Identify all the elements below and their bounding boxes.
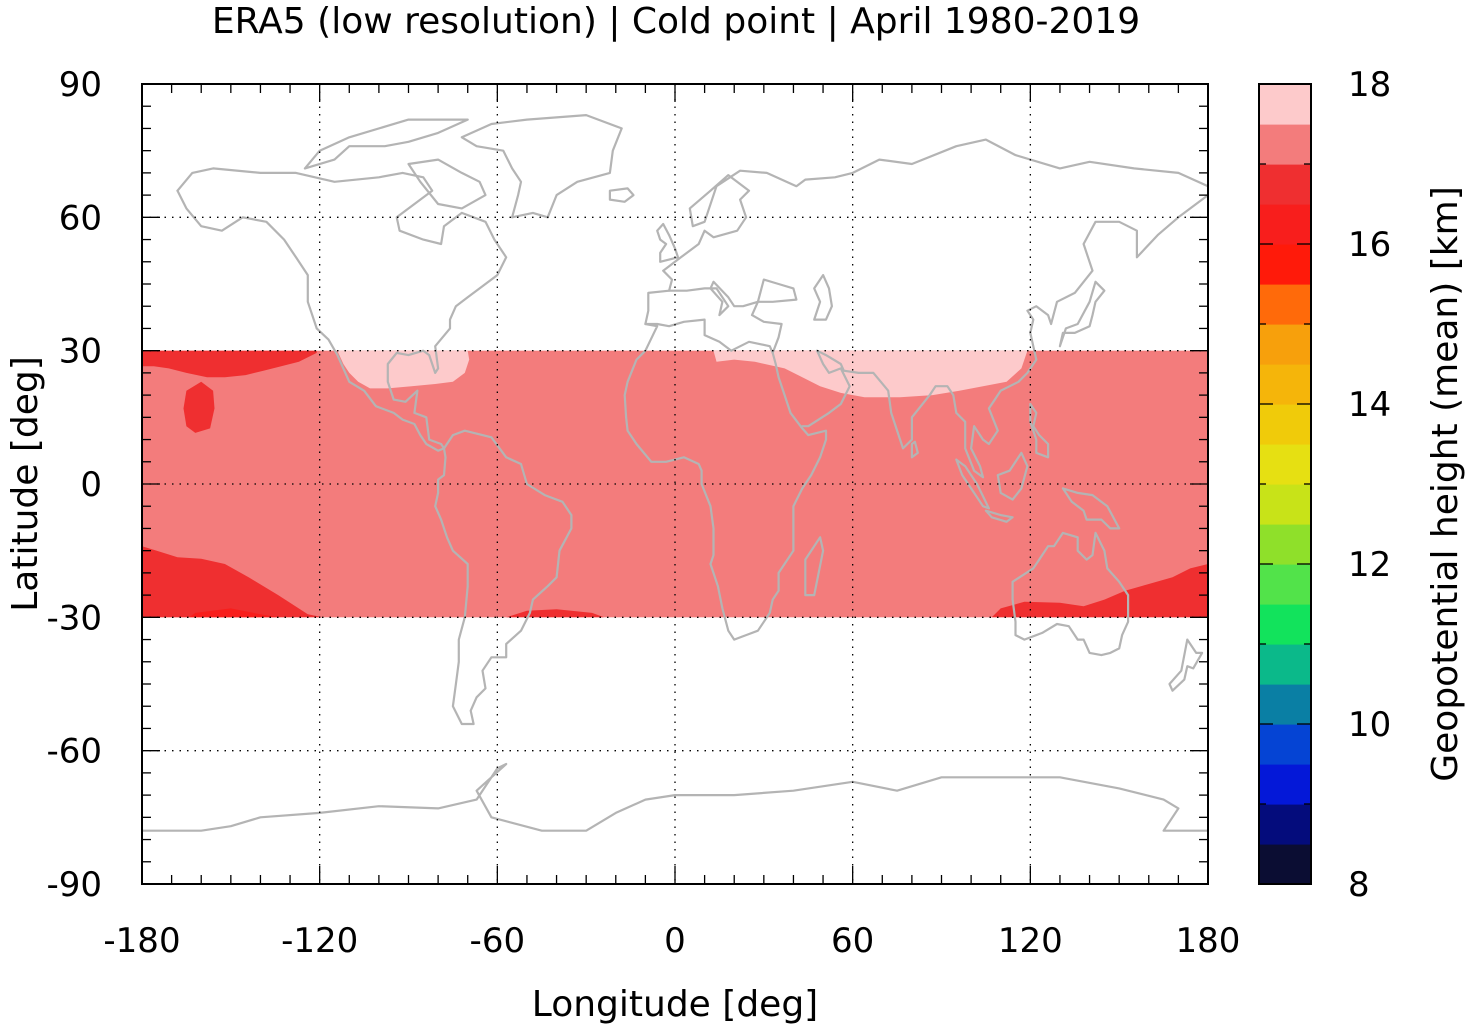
colorbar-swatch	[1259, 124, 1311, 165]
coastline-south-america	[434, 429, 573, 726]
coastline-arctic-islands	[303, 118, 469, 170]
y-tick-label: 0	[80, 465, 102, 505]
y-tick-label: 90	[59, 65, 102, 105]
field-region-south-pacific	[142, 546, 323, 618]
colorbar-swatch	[1259, 244, 1311, 285]
y-tick-label: -60	[46, 732, 102, 772]
coastline-indonesia-borneo	[996, 451, 1029, 501]
field-region-hawaii-patch	[183, 381, 215, 433]
colorbar-swatch	[1259, 84, 1311, 125]
colorbar-swatch	[1259, 724, 1311, 765]
colorbar-tick-label: 16	[1348, 225, 1391, 265]
coastline-uk	[656, 222, 680, 263]
colorbar-tick-label: 10	[1348, 705, 1391, 745]
y-tick-label: 30	[59, 332, 102, 372]
coastline-black-caspian	[756, 278, 798, 303]
colorbar-tick-labels: 8 10 12 14 16 18	[1348, 65, 1391, 905]
colorbar-frame	[1258, 83, 1312, 885]
y-axis-label: Latitude [deg]	[5, 356, 46, 612]
colorbar-swatch	[1259, 604, 1311, 645]
coastline-philippines	[1029, 402, 1050, 459]
coastline-greenland	[460, 113, 623, 219]
field-region-australia	[991, 564, 1208, 618]
x-tick-labels: -180 -120 -60 0 60 120 180	[103, 921, 1240, 961]
coastline-java	[984, 509, 1014, 523]
colorbar-swatch	[1259, 324, 1311, 365]
x-tick-label: 120	[998, 921, 1063, 961]
colorbar-swatch	[1259, 164, 1311, 205]
coastline-iceland	[608, 187, 635, 203]
colorbar-swatch	[1259, 684, 1311, 725]
x-tick-label: -120	[281, 921, 358, 961]
x-tick-label: 60	[831, 921, 874, 961]
coastline-arabia-med	[667, 280, 783, 354]
coastline-australia-coast	[1011, 531, 1130, 657]
y-tick-labels: 90 60 30 0 -30 -60 -90	[46, 65, 102, 905]
coastline-caspian	[813, 274, 834, 321]
colorbar-swatch	[1259, 644, 1311, 685]
colorbar-tick-label: 14	[1348, 385, 1391, 425]
x-tick-label: 0	[664, 921, 686, 961]
coastline-madagascar	[804, 536, 825, 597]
colorbar-swatch	[1259, 564, 1311, 605]
chart-title: ERA5 (low resolution) | Cold point | Apr…	[211, 1, 1141, 42]
colorbar-tick-label: 12	[1348, 545, 1391, 585]
y-tick-label: 60	[59, 198, 102, 238]
coastline-sumatra	[955, 458, 991, 510]
colorbar-label: Geopotential height (mean) [km]	[1425, 186, 1466, 781]
x-tick-label: 180	[1176, 921, 1241, 961]
colorbar-swatch	[1259, 364, 1311, 405]
y-tick-label: -90	[46, 865, 102, 905]
colorbar-swatch	[1259, 204, 1311, 245]
colorbar-tick-label: 18	[1348, 65, 1391, 105]
coastline-north-america	[176, 167, 508, 450]
x-tick-label: -60	[470, 921, 526, 961]
colorbar-swatch	[1259, 524, 1311, 565]
colorbar-swatch	[1259, 444, 1311, 485]
coastline-antarctica	[142, 762, 1208, 832]
x-axis-label: Longitude [deg]	[532, 984, 818, 1025]
colorbar	[1259, 84, 1311, 885]
colorbar-swatch	[1259, 484, 1311, 525]
coastline-new-guinea	[1061, 487, 1121, 530]
plot-frame	[141, 83, 1209, 885]
colorbar-swatch	[1259, 404, 1311, 445]
coastline-new-zealand	[1168, 638, 1204, 692]
colorbar-swatch	[1259, 844, 1311, 885]
gridlines	[142, 84, 1208, 884]
coastlines	[142, 113, 1208, 832]
colorbar-swatch	[1259, 764, 1311, 805]
colorbar-tick-label: 8	[1348, 865, 1370, 905]
y-tick-label: -30	[46, 598, 102, 638]
colorbar-swatch	[1259, 804, 1311, 845]
field-region-south-pacific-core	[189, 608, 279, 618]
x-tick-label: -180	[103, 921, 180, 961]
colorbar-swatch	[1259, 284, 1311, 325]
field-region-north-pacific-high	[142, 350, 317, 378]
coastline-africa	[623, 318, 828, 641]
coastline-asia-east	[801, 194, 1208, 479]
coastline-north-america-west	[176, 189, 446, 452]
coastline-japan	[1058, 280, 1106, 348]
coastline-sri-lanka	[910, 440, 919, 459]
coastline-eurasia	[644, 138, 1208, 326]
coastline-baffin	[407, 158, 487, 210]
